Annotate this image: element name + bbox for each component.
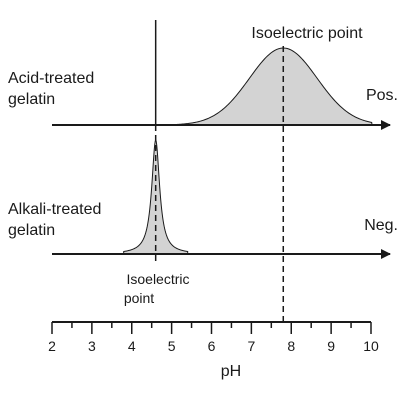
alkali-label-line2: gelatin bbox=[8, 222, 55, 239]
alkali-label-line1: Alkali-treated bbox=[8, 201, 101, 218]
tick-label: 8 bbox=[287, 338, 295, 354]
bottom-isoelectric-label-line1: Isoelectric bbox=[126, 271, 189, 287]
tick-label: 9 bbox=[327, 338, 335, 354]
tick-label: 3 bbox=[88, 338, 96, 354]
tick-label: 5 bbox=[168, 338, 176, 354]
bottom-isoelectric-label-line2: point bbox=[124, 290, 154, 306]
tick-label: 4 bbox=[128, 338, 136, 354]
tick-label: 2 bbox=[48, 338, 56, 354]
top-isoelectric-point-label: Isoelectric point bbox=[251, 25, 363, 42]
negative-label: Neg. bbox=[364, 217, 398, 234]
acid-treated-charge-curve bbox=[154, 47, 373, 126]
acid-label-line2: gelatin bbox=[8, 91, 55, 108]
positive-label: Pos. bbox=[366, 87, 398, 104]
acid-label-line1: Acid-treated bbox=[8, 70, 94, 87]
ph-scale-ticks: 2 3 4 5 6 7 8 9 10 bbox=[48, 322, 379, 354]
x-axis-title: pH bbox=[221, 363, 241, 380]
tick-label: 10 bbox=[363, 338, 379, 354]
tick-label: 6 bbox=[208, 338, 216, 354]
tick-label: 7 bbox=[247, 338, 255, 354]
